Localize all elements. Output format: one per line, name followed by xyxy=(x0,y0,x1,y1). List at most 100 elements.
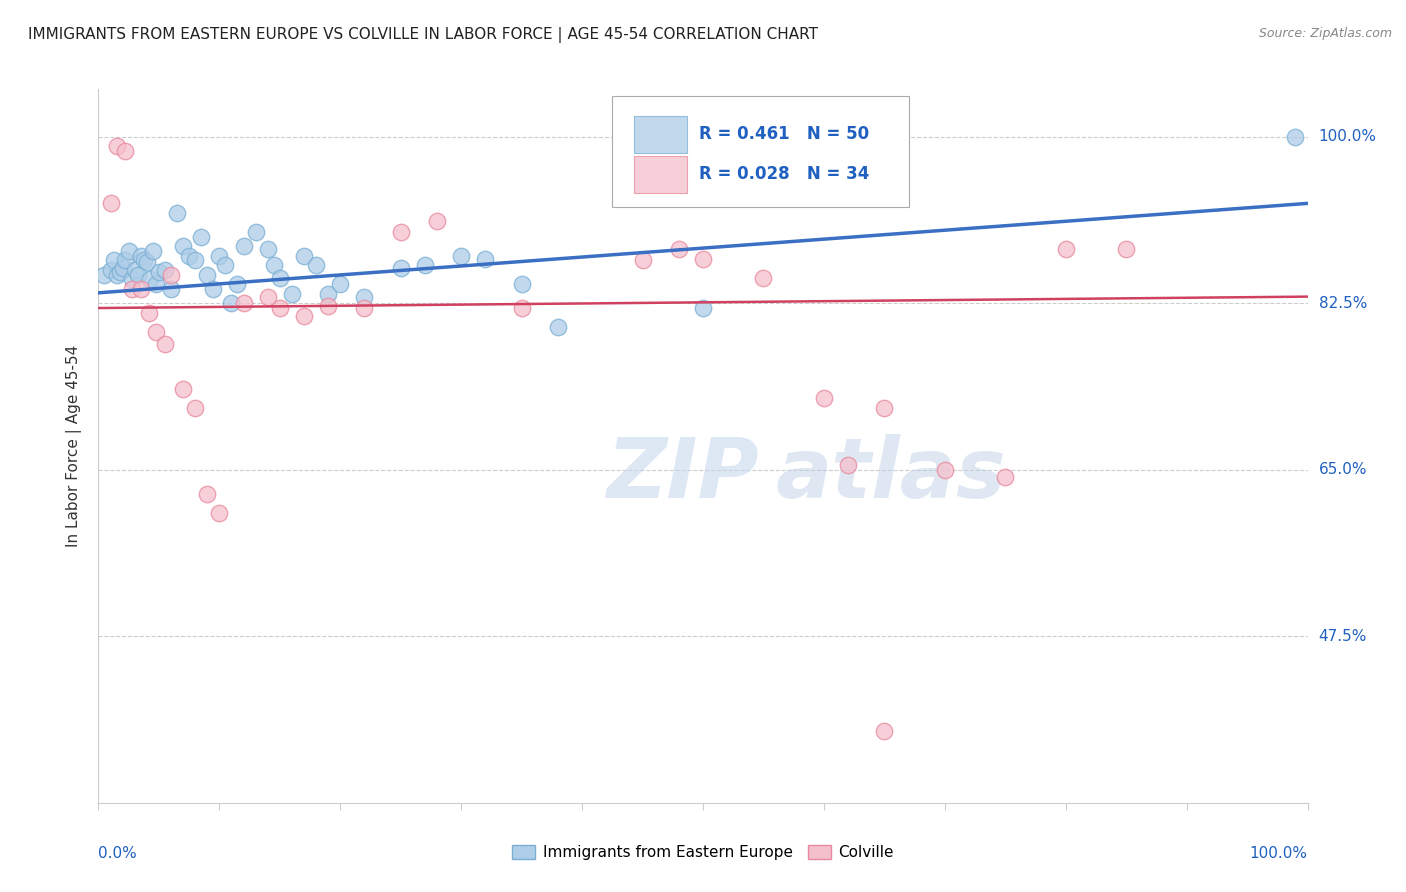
Y-axis label: In Labor Force | Age 45-54: In Labor Force | Age 45-54 xyxy=(66,345,83,547)
Point xyxy=(450,249,472,263)
Point xyxy=(226,277,249,292)
Text: R = 0.028   N = 34: R = 0.028 N = 34 xyxy=(699,165,870,183)
Text: IMMIGRANTS FROM EASTERN EUROPE VS COLVILLE IN LABOR FORCE | AGE 45-54 CORRELATIO: IMMIGRANTS FROM EASTERN EUROPE VS COLVIL… xyxy=(28,27,818,43)
Text: Source: ZipAtlas.com: Source: ZipAtlas.com xyxy=(1258,27,1392,40)
Point xyxy=(305,258,328,272)
Point xyxy=(138,306,160,320)
Point xyxy=(153,337,176,351)
Point xyxy=(160,268,183,282)
Point xyxy=(1054,242,1077,256)
Text: 0.0%: 0.0% xyxy=(98,846,138,861)
Point xyxy=(142,244,165,258)
Point xyxy=(413,258,436,272)
Text: 100.0%: 100.0% xyxy=(1319,129,1376,145)
Point xyxy=(135,255,157,269)
Point xyxy=(510,277,533,292)
Point xyxy=(208,249,231,263)
Point xyxy=(692,301,714,315)
Point xyxy=(256,290,278,304)
Point xyxy=(256,242,278,256)
FancyBboxPatch shape xyxy=(634,155,688,193)
Text: ZIP: ZIP xyxy=(606,434,759,515)
Point xyxy=(93,268,115,282)
Point xyxy=(160,282,183,296)
Point xyxy=(510,301,533,315)
Point xyxy=(195,486,218,500)
FancyBboxPatch shape xyxy=(634,116,688,153)
Point xyxy=(208,506,231,520)
FancyBboxPatch shape xyxy=(612,96,908,207)
Point xyxy=(245,225,267,239)
Point xyxy=(166,206,188,220)
Point xyxy=(111,261,134,276)
Point xyxy=(994,470,1017,484)
Point xyxy=(292,249,315,263)
Point xyxy=(195,268,218,282)
Point xyxy=(353,290,375,304)
Point xyxy=(148,265,170,279)
Point xyxy=(232,296,254,310)
Point xyxy=(127,268,149,282)
Point xyxy=(100,263,122,277)
Point xyxy=(100,196,122,211)
Point xyxy=(221,296,243,310)
Point xyxy=(153,263,176,277)
Text: 47.5%: 47.5% xyxy=(1319,629,1367,644)
Point xyxy=(474,252,496,266)
Point xyxy=(129,249,152,263)
Point xyxy=(873,401,896,415)
Point xyxy=(353,301,375,315)
Point xyxy=(837,458,859,472)
Point xyxy=(121,272,143,286)
Text: 100.0%: 100.0% xyxy=(1250,846,1308,861)
Point xyxy=(103,253,125,268)
Point xyxy=(184,401,207,415)
Point xyxy=(692,252,714,266)
Point xyxy=(184,253,207,268)
Point xyxy=(114,144,136,158)
Point xyxy=(134,253,156,268)
Point xyxy=(813,392,835,406)
Point xyxy=(114,253,136,268)
Text: atlas: atlas xyxy=(776,434,1007,515)
Text: R = 0.461   N = 50: R = 0.461 N = 50 xyxy=(699,125,869,143)
Point xyxy=(105,268,128,282)
Point xyxy=(139,272,162,286)
Legend: Immigrants from Eastern Europe, Colville: Immigrants from Eastern Europe, Colville xyxy=(506,839,900,866)
Text: 65.0%: 65.0% xyxy=(1319,462,1367,477)
Point xyxy=(547,320,569,334)
Point xyxy=(118,244,141,258)
Text: 82.5%: 82.5% xyxy=(1319,296,1367,310)
Point xyxy=(292,309,315,323)
Point xyxy=(214,258,236,272)
Point xyxy=(269,301,291,315)
Point xyxy=(934,463,956,477)
Point xyxy=(232,239,254,253)
Point xyxy=(752,270,775,285)
Point xyxy=(177,249,201,263)
Point xyxy=(631,253,654,268)
Point xyxy=(1115,242,1137,256)
Point xyxy=(316,286,339,301)
Point xyxy=(281,286,304,301)
Point xyxy=(172,239,194,253)
Point xyxy=(145,325,167,339)
Point xyxy=(389,261,412,276)
Point xyxy=(1284,129,1306,144)
Point xyxy=(121,282,143,296)
Point xyxy=(145,277,167,292)
Point xyxy=(202,282,225,296)
Point xyxy=(389,225,412,239)
Point xyxy=(329,277,352,292)
Point xyxy=(263,258,285,272)
Point xyxy=(668,242,690,256)
Point xyxy=(873,724,896,739)
Point xyxy=(129,282,152,296)
Point xyxy=(269,270,291,285)
Point xyxy=(124,263,146,277)
Point xyxy=(105,139,128,153)
Point xyxy=(108,265,131,279)
Point xyxy=(172,382,194,396)
Point xyxy=(426,213,449,227)
Point xyxy=(190,229,212,244)
